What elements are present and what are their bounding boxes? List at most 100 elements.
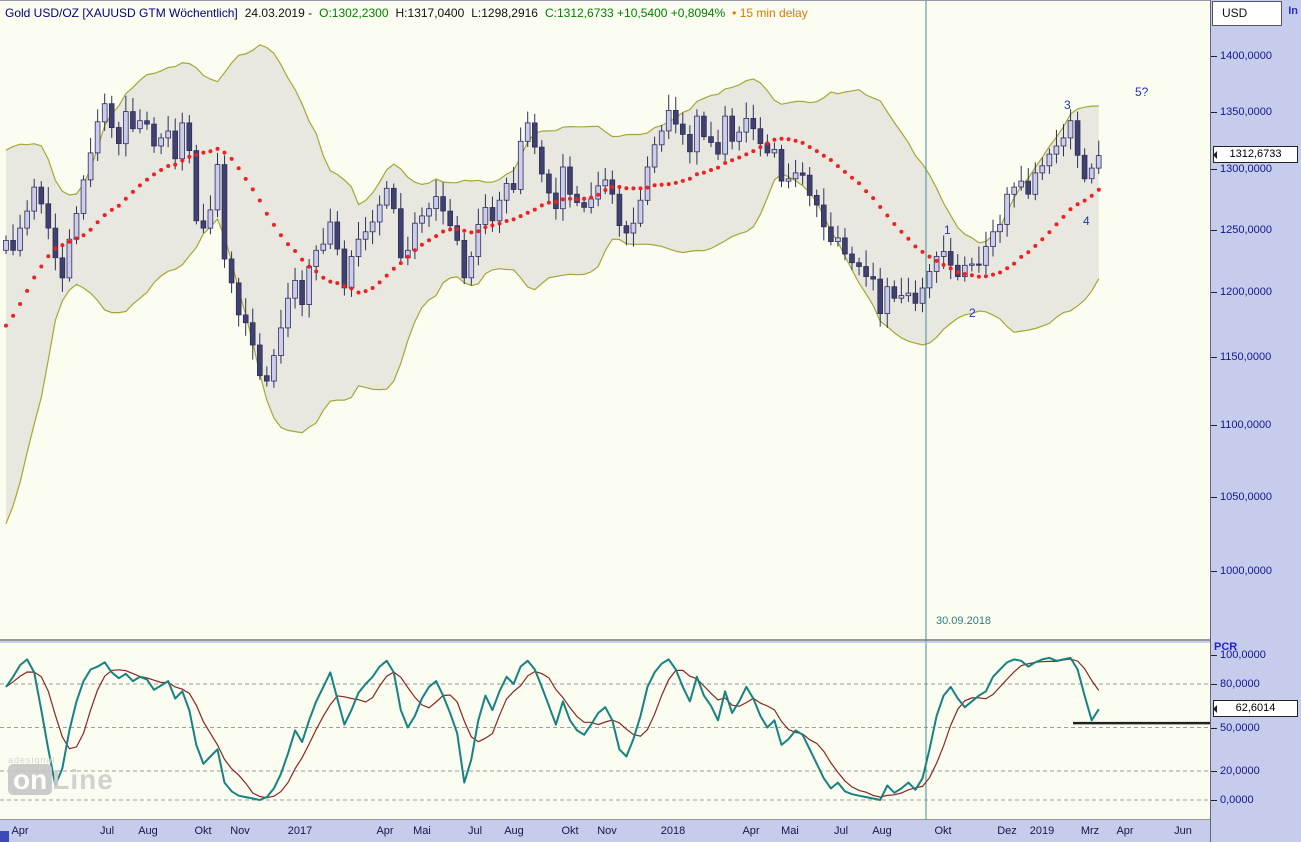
chart-date: 24.03.2019 - bbox=[244, 6, 313, 20]
sma-dot bbox=[208, 149, 213, 154]
candle-body bbox=[24, 210, 30, 229]
sma-dot bbox=[145, 177, 149, 182]
sma-dot bbox=[983, 274, 988, 279]
sma-dot bbox=[497, 221, 502, 226]
sma-dot bbox=[67, 239, 72, 244]
candle-body bbox=[778, 148, 785, 182]
sma-dot bbox=[694, 172, 699, 177]
sma-dot bbox=[455, 227, 460, 231]
candle-body bbox=[207, 209, 214, 229]
candle-body bbox=[792, 172, 799, 180]
sma-dot bbox=[102, 213, 107, 218]
candle-body bbox=[806, 174, 813, 196]
sma-dot bbox=[1019, 254, 1024, 259]
candle-body bbox=[673, 110, 679, 125]
candle-body bbox=[137, 120, 143, 130]
axis-tick-label: 100,0000 bbox=[1220, 649, 1266, 661]
sma-dot bbox=[391, 266, 396, 271]
candle-body bbox=[665, 110, 672, 132]
sma-dot bbox=[934, 258, 939, 263]
bollinger-lower-line bbox=[5, 173, 1100, 525]
scroll-corner[interactable] bbox=[0, 831, 9, 842]
axis-tick-mark bbox=[1211, 728, 1217, 729]
sma-dot bbox=[60, 243, 65, 248]
sma-dot bbox=[701, 170, 706, 175]
sma-dot bbox=[991, 272, 995, 277]
price-axis[interactable]: USD In 1312,6733 PCR 62,6014 1400,0000 13… bbox=[1210, 0, 1301, 842]
sma-dot bbox=[758, 145, 763, 150]
close-change-value: C:1312,6733 +10,5400 +0,8094% bbox=[544, 6, 726, 20]
axis-tick-label: 1150,0000 bbox=[1220, 351, 1272, 363]
time-axis-label: Mai bbox=[781, 825, 799, 837]
candle-body bbox=[419, 215, 425, 224]
candle-body bbox=[933, 256, 940, 272]
candle-body bbox=[729, 115, 735, 142]
sma-dot bbox=[257, 198, 262, 203]
oscillator-chart[interactable] bbox=[0, 643, 1210, 820]
sma-dot bbox=[807, 145, 812, 150]
candle-body bbox=[87, 152, 94, 181]
axis-tick-label: 1000,0000 bbox=[1220, 565, 1272, 577]
sma-dot bbox=[976, 274, 981, 279]
candle-body bbox=[397, 208, 404, 259]
sma-dot bbox=[941, 262, 946, 267]
candle-body bbox=[708, 136, 714, 143]
candle-body bbox=[962, 264, 968, 277]
sma-dot bbox=[596, 192, 601, 197]
candle-body bbox=[130, 111, 136, 130]
sma-dot bbox=[673, 180, 678, 185]
candle-body bbox=[440, 196, 446, 212]
sma-dot bbox=[215, 146, 220, 151]
sma-dot bbox=[638, 186, 643, 191]
candle-body bbox=[771, 148, 778, 154]
sma-dot bbox=[892, 222, 897, 226]
candle-body bbox=[539, 146, 545, 175]
sma-dot bbox=[871, 196, 876, 201]
candle-body bbox=[454, 225, 460, 241]
candle-body bbox=[116, 127, 122, 145]
candle-body bbox=[306, 266, 312, 305]
candle-body bbox=[193, 150, 200, 222]
sma-dot bbox=[511, 217, 516, 222]
axis-tick-label: 1250,0000 bbox=[1220, 224, 1272, 236]
current-price-badge: 1312,6733 bbox=[1213, 146, 1298, 163]
sma-dot bbox=[32, 275, 37, 280]
candle-body bbox=[186, 122, 193, 152]
sma-dot bbox=[631, 186, 636, 191]
time-axis[interactable]: Apr Jul Aug Okt Nov 2017 Apr Mai Jul Aug Okt Nov 201… bbox=[0, 821, 1210, 842]
sma-dot bbox=[772, 137, 777, 142]
candle-body bbox=[383, 187, 390, 206]
candle-body bbox=[821, 204, 827, 228]
time-axis-label: Okt bbox=[934, 825, 952, 837]
candle-body bbox=[814, 194, 820, 206]
indicator-corner-label[interactable]: In bbox=[1288, 5, 1298, 17]
candle-body bbox=[468, 256, 475, 279]
candle-body bbox=[687, 133, 693, 153]
candle-body bbox=[799, 172, 806, 176]
sma-dot bbox=[885, 213, 890, 218]
sma-dot bbox=[765, 141, 770, 146]
candle-body bbox=[828, 226, 834, 242]
sma-dot bbox=[243, 176, 248, 181]
sma-dot bbox=[730, 158, 735, 163]
time-axis-label: Jul bbox=[833, 825, 849, 837]
candle-body bbox=[59, 257, 66, 279]
time-axis-label: Okt bbox=[194, 825, 212, 837]
candle-body bbox=[694, 115, 700, 153]
time-axis-label: Dez bbox=[997, 825, 1017, 837]
time-axis-label: Mai bbox=[413, 825, 431, 837]
main-chart-panel[interactable]: 1 2 3 4 5? Gold USD/OZ [XAUUSD GTM Wöchentli… bbox=[0, 0, 1210, 642]
sma-dot bbox=[271, 222, 276, 227]
candle-body bbox=[546, 173, 552, 194]
oscillator-name-label: PCR bbox=[1214, 641, 1238, 653]
sma-dot bbox=[864, 189, 869, 194]
candle-body bbox=[101, 103, 108, 123]
sma-dot bbox=[11, 313, 16, 318]
sma-dot bbox=[384, 273, 389, 278]
axis-tick-mark bbox=[1211, 800, 1217, 801]
candlestick-chart[interactable]: 1 2 3 4 5? bbox=[0, 1, 1210, 642]
time-axis-label: Apr bbox=[742, 825, 760, 837]
candle-body bbox=[10, 239, 16, 251]
time-axis-label: Apr bbox=[376, 825, 394, 837]
oscillator-panel[interactable]: adesignal on Line bbox=[0, 643, 1210, 820]
